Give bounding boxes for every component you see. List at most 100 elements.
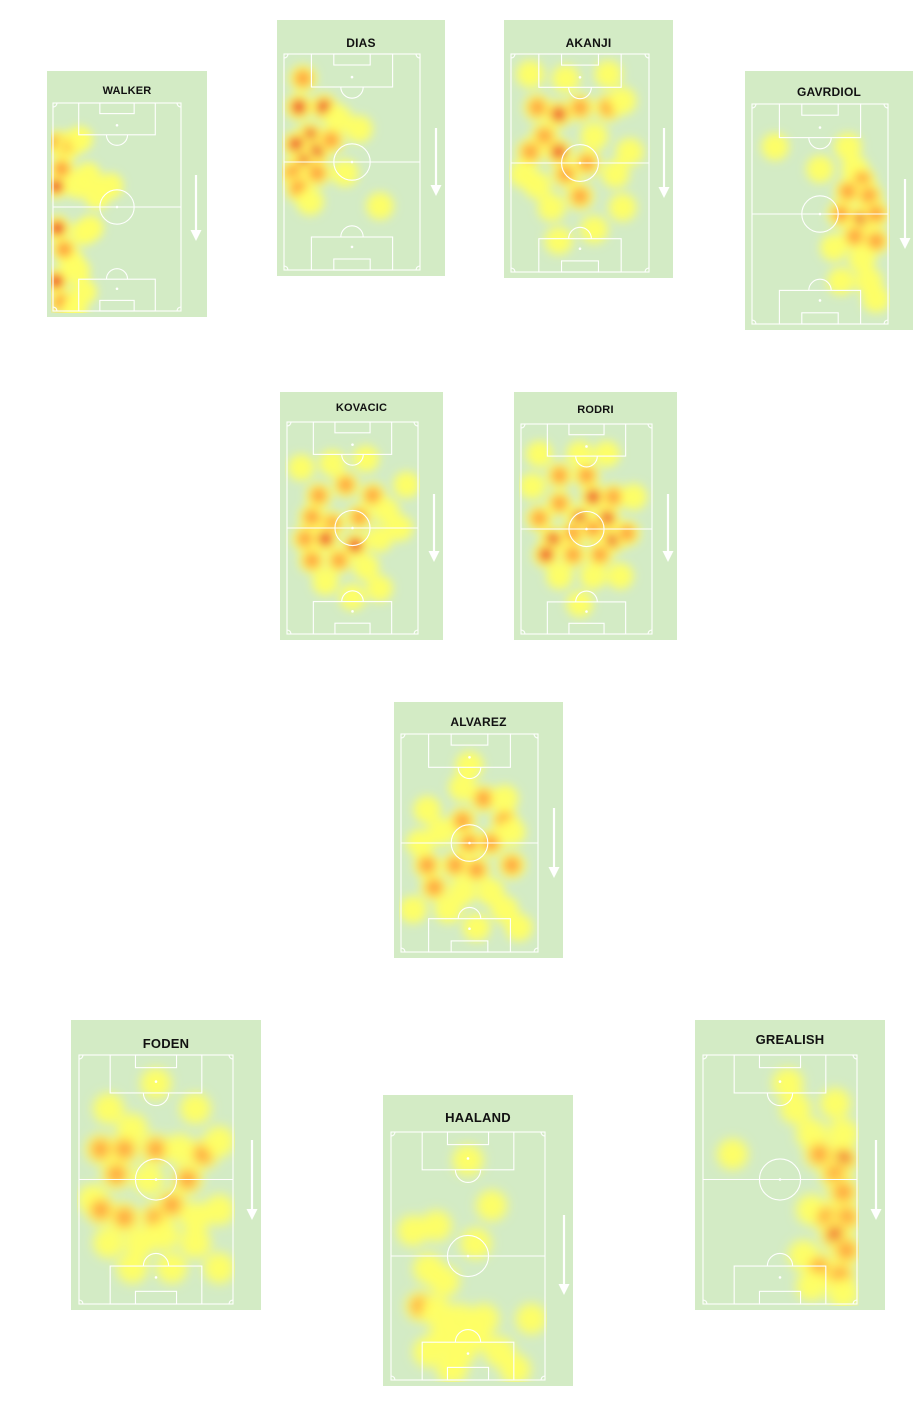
arrow-head bbox=[870, 1209, 882, 1220]
heat-blob bbox=[502, 856, 521, 875]
heat-blob bbox=[399, 895, 427, 924]
heat-blob bbox=[312, 568, 339, 596]
heat-blob bbox=[93, 1093, 125, 1125]
arrow-head bbox=[430, 185, 442, 196]
heatmap-card-dias: DIAS bbox=[277, 20, 445, 276]
heat-blob bbox=[498, 818, 526, 846]
heat-blob bbox=[509, 160, 538, 188]
attack-direction-arrow bbox=[899, 179, 911, 249]
heat-blob bbox=[330, 551, 348, 570]
heat-blob bbox=[460, 1227, 492, 1259]
heat-layer bbox=[509, 60, 644, 255]
heat-blob bbox=[434, 895, 463, 924]
heat-blob bbox=[345, 115, 373, 143]
pitch-spots bbox=[350, 75, 354, 249]
heat-blob bbox=[203, 1126, 235, 1157]
pitch-spots bbox=[154, 1080, 158, 1279]
heat-blob bbox=[566, 590, 593, 618]
heat-blob bbox=[310, 486, 328, 505]
heat-blob bbox=[540, 548, 552, 561]
attack-direction-arrow bbox=[658, 128, 670, 198]
heat-blob bbox=[164, 1133, 196, 1165]
heat-blob bbox=[836, 1240, 857, 1261]
heat-blob bbox=[90, 1139, 111, 1160]
heatmap-card-akanji: AKANJI bbox=[504, 20, 673, 278]
heat-blob bbox=[839, 182, 857, 201]
heat-blob bbox=[577, 466, 596, 485]
heat-blob bbox=[366, 525, 393, 552]
pitch-spots bbox=[466, 1157, 470, 1355]
pitch bbox=[751, 103, 890, 325]
heat-blob bbox=[319, 450, 346, 477]
heat-blob bbox=[303, 551, 321, 570]
heat-layer bbox=[282, 64, 394, 220]
heat-blob bbox=[97, 172, 124, 199]
heat-blob bbox=[161, 1194, 182, 1215]
heat-layer bbox=[51, 126, 124, 313]
player-name: HAALAND bbox=[445, 1110, 511, 1125]
heat-blob bbox=[51, 275, 62, 287]
pitch-spots bbox=[351, 443, 354, 613]
heat-blob bbox=[570, 98, 590, 117]
pitch bbox=[509, 53, 650, 273]
heat-blob bbox=[448, 773, 477, 802]
heat-blob bbox=[846, 227, 864, 246]
heat-blob bbox=[580, 562, 607, 590]
heat-blob bbox=[601, 512, 613, 525]
heat-blob bbox=[601, 160, 630, 188]
arrow-head bbox=[190, 230, 202, 241]
heat-blob bbox=[780, 1093, 812, 1125]
heat-blob bbox=[116, 1252, 148, 1284]
heat-blob bbox=[591, 546, 609, 564]
player-name: GAVRDIOL bbox=[796, 85, 862, 99]
heat-blob bbox=[64, 257, 91, 284]
pitch bbox=[702, 1054, 859, 1306]
heat-blob bbox=[352, 445, 380, 473]
heat-blob bbox=[515, 1303, 547, 1335]
heat-blob bbox=[521, 142, 540, 161]
player-name: KOVACIC bbox=[335, 402, 388, 414]
heat-blob bbox=[93, 1227, 125, 1259]
heat-layer bbox=[397, 1144, 547, 1382]
heatmap-card-haaland: HAALAND bbox=[383, 1095, 573, 1386]
heat-blob bbox=[67, 126, 93, 153]
player-name: FODEN bbox=[142, 1036, 190, 1051]
heat-blob bbox=[425, 878, 444, 897]
arrow-head bbox=[246, 1209, 258, 1220]
heat-layer bbox=[399, 751, 533, 942]
heat-blob bbox=[331, 159, 359, 187]
heat-blob bbox=[71, 219, 97, 246]
heat-blob bbox=[51, 180, 62, 192]
heat-blob bbox=[544, 226, 573, 255]
heat-blob bbox=[580, 215, 609, 244]
heat-blob bbox=[366, 192, 394, 220]
heat-blob bbox=[294, 69, 312, 88]
attack-direction-arrow bbox=[428, 494, 440, 562]
heat-blob bbox=[528, 98, 547, 117]
heat-blob bbox=[587, 491, 599, 503]
heat-blob bbox=[90, 1199, 111, 1220]
heat-blob bbox=[526, 440, 553, 468]
attack-direction-arrow bbox=[662, 494, 674, 562]
heat-blob bbox=[550, 494, 569, 512]
pitch-lines bbox=[520, 423, 653, 635]
heat-blob bbox=[860, 187, 878, 206]
heat-blob bbox=[106, 1164, 127, 1185]
heat-blob bbox=[607, 562, 634, 590]
heat-blob bbox=[51, 222, 64, 234]
player-name: ALVAREZ bbox=[450, 715, 507, 729]
heatmap-card-alvarez: ALVAREZ bbox=[394, 702, 563, 958]
arrow-head bbox=[428, 551, 440, 562]
heat-blob bbox=[564, 524, 582, 542]
heat-blob bbox=[352, 553, 380, 581]
pitch-spots bbox=[468, 756, 471, 930]
heat-blob bbox=[61, 295, 88, 313]
pitch-lines bbox=[751, 103, 889, 325]
heat-blob bbox=[570, 187, 590, 206]
heat-blob bbox=[397, 1215, 429, 1247]
heat-blob bbox=[350, 508, 368, 526]
heat-blob bbox=[796, 1270, 828, 1302]
heat-blob bbox=[453, 811, 472, 830]
heat-blob bbox=[308, 164, 326, 182]
pitch-spots bbox=[578, 76, 582, 250]
